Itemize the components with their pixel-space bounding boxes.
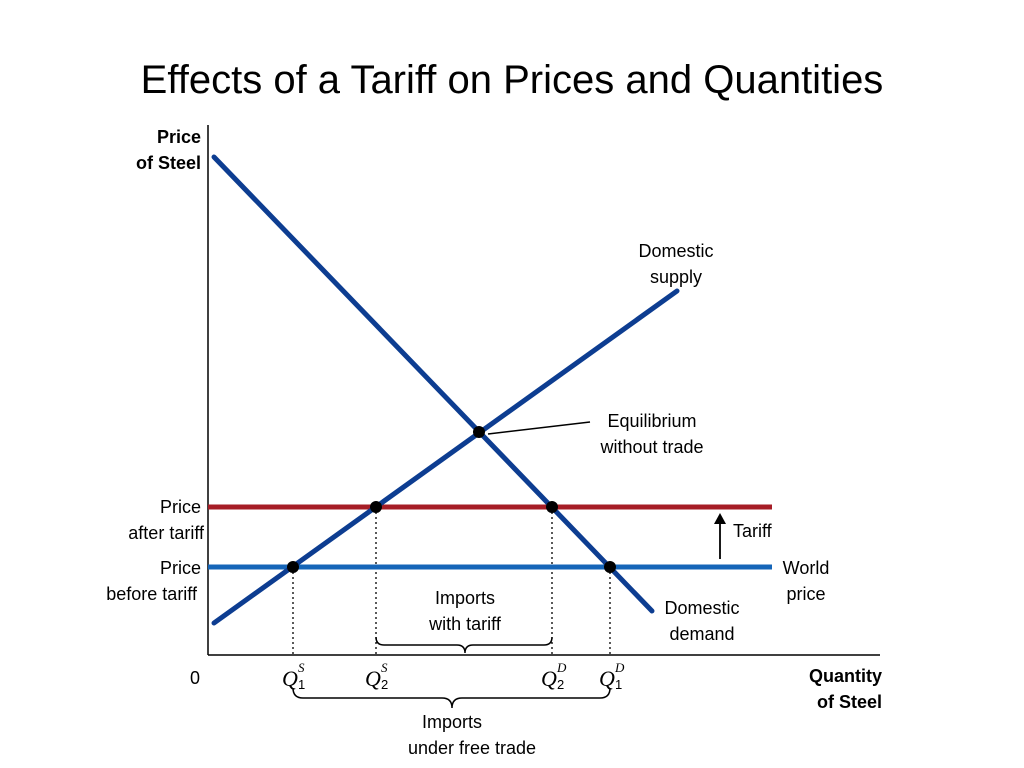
q2d-sub: 2 [557,677,564,692]
supply-label-line1: Domestic [638,241,713,261]
price-before-tariff-label-line1: Price [160,558,201,578]
q2d-symbol: Q [541,666,557,691]
q1s-sup: S [298,660,305,675]
imports-tariff-label-line2: with tariff [428,614,502,634]
point-q2d [546,501,558,513]
price-after-tariff-label-line2: after tariff [128,523,205,543]
point-q2s [370,501,382,513]
origin-label: 0 [190,668,200,688]
q1s-symbol: Q [282,666,298,691]
q1d-sup: D [614,660,625,675]
q2s-sub: 2 [381,677,388,692]
q2s-label: Q S 2 [365,660,388,692]
tariff-arrow-head-icon [714,513,726,524]
q1d-label: Q D 1 [599,660,625,692]
imports-tariff-label-line1: Imports [435,588,495,608]
equilibrium-pointer-line [487,421,591,435]
domestic-supply-curve [211,288,680,626]
imports-tariff-brace [375,636,553,654]
world-price-label-line1: World [783,558,830,578]
equilibrium-point [473,426,485,438]
x-axis-label-line1: Quantity [809,666,882,686]
x-axis-label-line2: of Steel [817,692,882,712]
imports-free-label-line2: under free trade [408,738,536,758]
tariff-label: Tariff [733,521,773,541]
y-axis-label-line2: of Steel [136,153,201,173]
equilibrium-label-line2: without trade [599,437,703,457]
domestic-demand-curve [211,154,655,614]
demand-label-line1: Domestic [664,598,739,618]
q1d-sub: 1 [615,677,622,692]
point-q1d [604,561,616,573]
world-price-label-line2: price [786,584,825,604]
supply-label-line2: supply [650,267,702,287]
imports-free-label-line1: Imports [422,712,482,732]
price-before-tariff-label-line2: before tariff [106,584,198,604]
point-q1s [287,561,299,573]
q1s-sub: 1 [298,677,305,692]
y-axis-label-line1: Price [157,127,201,147]
q2s-symbol: Q [365,666,381,691]
imports-free-trade-brace [292,687,611,709]
demand-label-line2: demand [669,624,734,644]
q2s-sup: S [381,660,388,675]
page-title: Effects of a Tariff on Prices and Quanti… [140,58,884,102]
q2d-label: Q D 2 [541,660,567,692]
q2d-sup: D [556,660,567,675]
price-after-tariff-label-line1: Price [160,497,201,517]
q1d-symbol: Q [599,666,615,691]
equilibrium-label-line1: Equilibrium [607,411,696,431]
q1s-label: Q S 1 [282,660,305,692]
